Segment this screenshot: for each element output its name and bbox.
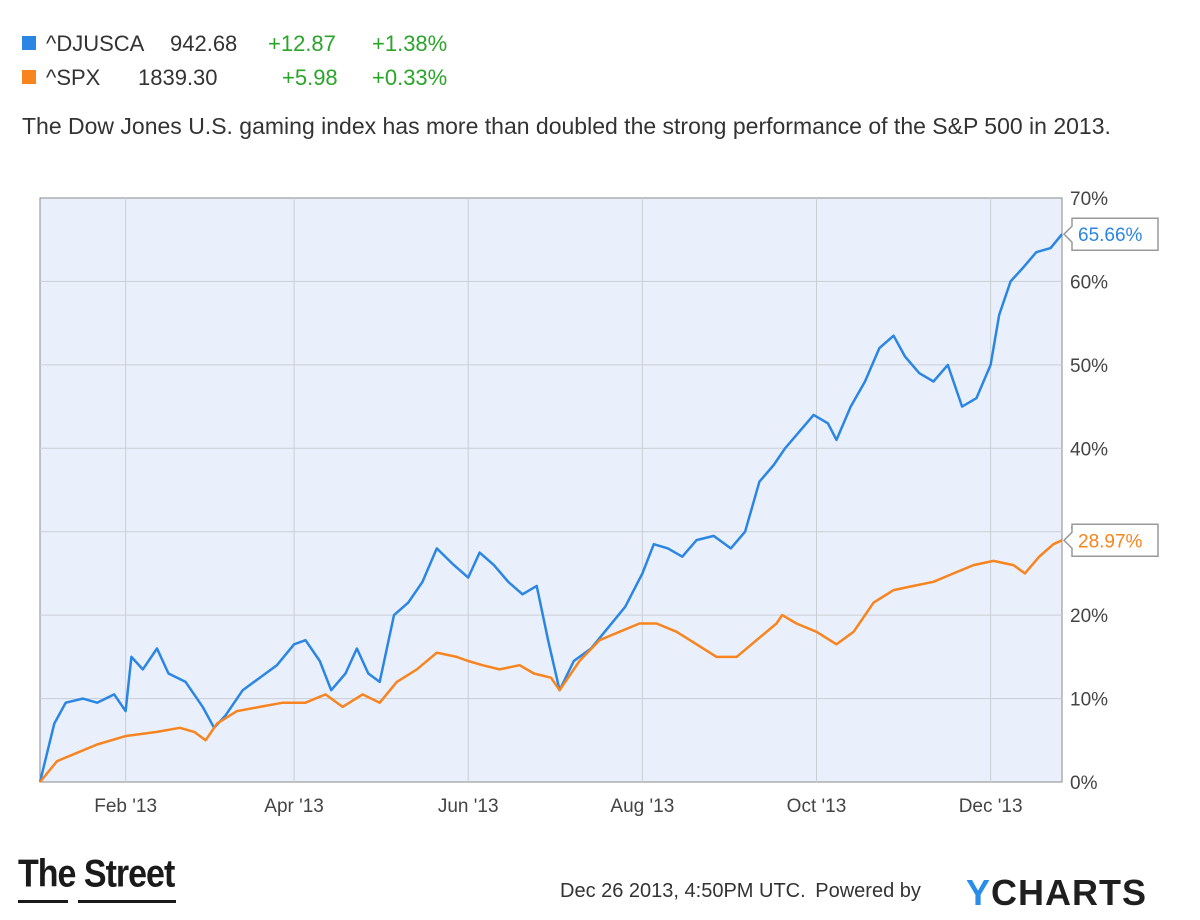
legend-swatch-djusca <box>22 36 36 50</box>
y-tick-label: 0% <box>1070 773 1098 794</box>
x-tick-label: Feb '13 <box>94 796 157 817</box>
chart-subtitle: The Dow Jones U.S. gaming index has more… <box>22 113 1111 139</box>
y-tick-label: 20% <box>1070 606 1108 627</box>
footer-powered-by: Powered by <box>815 880 921 902</box>
legend-series-value: 942.68 <box>170 31 238 56</box>
end-value-label: 65.66% <box>1078 225 1143 246</box>
y-tick-label: 10% <box>1070 690 1108 711</box>
legend-series-change: +12.87 <box>268 31 336 56</box>
logo-rule <box>126 900 176 903</box>
y-tick-label: 40% <box>1070 439 1108 460</box>
end-label-box <box>1062 523 1159 558</box>
end-label-box <box>1062 217 1159 251</box>
legend-series-value: 1839.30 <box>138 65 218 90</box>
ycharts-logo[interactable]: YCHARTS <box>966 872 1147 914</box>
thestreet-logo-text: The Street <box>18 852 175 896</box>
y-tick-label: 50% <box>1070 356 1108 377</box>
legend-swatch-spx <box>22 70 36 84</box>
thestreet-logo: The Street <box>18 852 175 897</box>
footer-date-text: Dec 26 2013, 4:50PM UTC. <box>560 880 806 902</box>
plot-area <box>39 197 1063 783</box>
x-tick-label: Jun '13 <box>438 796 499 817</box>
end-value-label: 28.97% <box>1078 531 1143 552</box>
logo-rule <box>18 900 68 903</box>
ycharts-logo-text: CHARTS <box>991 872 1148 913</box>
logo-rule <box>78 900 128 903</box>
legend-series-name: ^SPX <box>46 65 101 90</box>
legend-series-pct-change: +0.33% <box>372 65 448 90</box>
legend-series-pct-change: +1.38% <box>372 31 448 56</box>
y-tick-label: 70% <box>1070 189 1108 210</box>
footer-timestamp: Dec 26 2013, 4:50PM UTC. Powered by <box>560 880 921 903</box>
x-tick-label: Dec '13 <box>959 796 1023 817</box>
x-tick-label: Apr '13 <box>264 796 324 817</box>
y-tick-label: 60% <box>1070 272 1108 293</box>
x-tick-label: Oct '13 <box>787 796 847 817</box>
ycharts-logo-y: Y <box>966 872 992 913</box>
legend-series-name: ^DJUSCA <box>46 31 145 56</box>
x-tick-label: Aug '13 <box>610 796 674 817</box>
legend-series-change: +5.98 <box>282 65 338 90</box>
